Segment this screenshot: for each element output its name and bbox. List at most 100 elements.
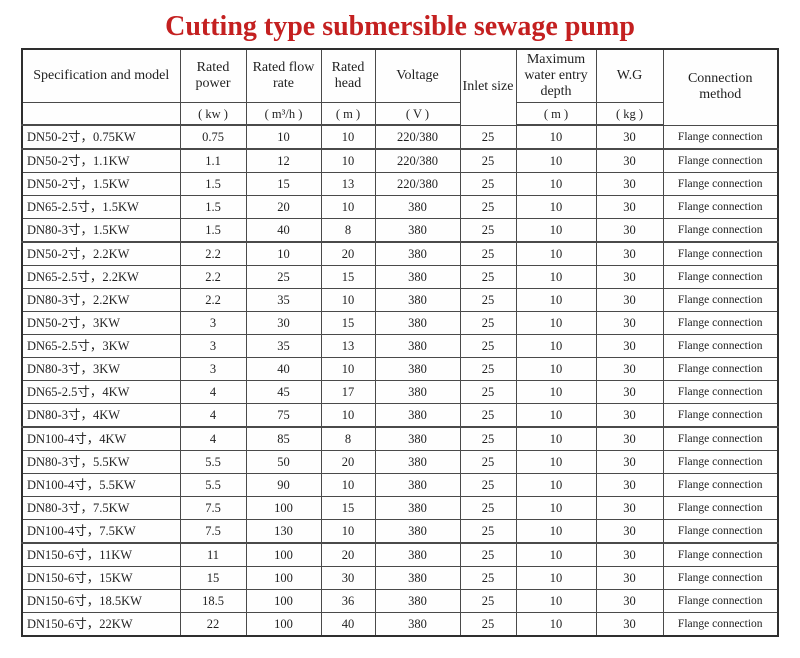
cell-model: DN50-2寸，0.75KW	[21, 124, 181, 150]
cell-voltage: 380	[374, 450, 461, 474]
table-row: DN50-2寸，2.2KW 2.2 10 20 380 25 10 30 Flange conn…	[21, 241, 779, 266]
cell-voltage: 380	[374, 265, 461, 289]
col-header-inlet: Inlet size	[459, 48, 517, 126]
cell-connection: Flange connection	[662, 612, 779, 637]
cell-inlet: 25	[459, 288, 517, 312]
table-row: DN80-3寸，7.5KW 7.5 100 15 380 25 10 30 Flange con…	[21, 496, 779, 520]
col-header-power: Rated power	[179, 48, 247, 103]
cell-depth: 10	[515, 426, 597, 451]
cell-wg: 30	[595, 403, 664, 428]
cell-head: 13	[320, 334, 376, 358]
cell-head: 15	[320, 496, 376, 520]
table-row: DN80-3寸，1.5KW 1.5 40 8 380 25 10 30 Flange conne…	[21, 218, 779, 243]
table-row: DN65-2.5寸，4KW 4 45 17 380 25 10 30 Flange connec…	[21, 380, 779, 404]
cell-connection: Flange connection	[662, 380, 779, 404]
cell-inlet: 25	[459, 473, 517, 497]
cell-connection: Flange connection	[662, 519, 779, 544]
cell-head: 10	[320, 357, 376, 381]
cell-power: 11	[179, 542, 247, 567]
table-row: DN80-3寸，4KW 4 75 10 380 25 10 30 Flange connecti…	[21, 403, 779, 428]
table-row: DN65-2.5寸，3KW 3 35 13 380 25 10 30 Flange connec…	[21, 334, 779, 358]
cell-voltage: 380	[374, 357, 461, 381]
cell-power: 4	[179, 380, 247, 404]
cell-inlet: 25	[459, 496, 517, 520]
cell-head: 8	[320, 218, 376, 243]
unit-power: ( kw )	[179, 102, 247, 126]
cell-voltage: 380	[374, 288, 461, 312]
cell-connection: Flange connection	[662, 172, 779, 196]
cell-wg: 30	[595, 172, 664, 196]
cell-head: 15	[320, 265, 376, 289]
cell-depth: 10	[515, 265, 597, 289]
col-header-depth: Maximum water entry depth	[515, 48, 597, 103]
cell-head: 10	[320, 124, 376, 150]
cell-head: 10	[320, 519, 376, 544]
cell-wg: 30	[595, 566, 664, 590]
cell-connection: Flange connection	[662, 195, 779, 219]
cell-depth: 10	[515, 612, 597, 637]
cell-depth: 10	[515, 496, 597, 520]
cell-flow: 50	[245, 450, 322, 474]
cell-voltage: 380	[374, 566, 461, 590]
cell-wg: 30	[595, 519, 664, 544]
cell-power: 0.75	[179, 124, 247, 150]
cell-flow: 100	[245, 589, 322, 613]
cell-voltage: 220/380	[374, 124, 461, 150]
cell-depth: 10	[515, 172, 597, 196]
cell-connection: Flange connection	[662, 426, 779, 451]
cell-model: DN80-3寸，4KW	[21, 403, 181, 428]
cell-model: DN100-4寸，7.5KW	[21, 519, 181, 544]
cell-flow: 25	[245, 265, 322, 289]
header-row-units: ( kw ) ( m³/h ) ( m ) ( V ) ( m ) ( kg )	[21, 102, 778, 126]
table-row: DN50-2寸，1.1KW 1.1 12 10 220/380 25 10 30 Flange …	[21, 148, 779, 173]
cell-voltage: 380	[374, 218, 461, 243]
cell-power: 1.1	[179, 148, 247, 173]
cell-flow: 35	[245, 334, 322, 358]
cell-wg: 30	[595, 311, 664, 335]
cell-head: 13	[320, 172, 376, 196]
table-row: DN80-3寸，3KW 3 40 10 380 25 10 30 Flange connecti…	[21, 357, 779, 381]
cell-power: 4	[179, 426, 247, 451]
cell-voltage: 380	[374, 496, 461, 520]
cell-voltage: 380	[374, 195, 461, 219]
cell-flow: 40	[245, 218, 322, 243]
cell-connection: Flange connection	[662, 589, 779, 613]
table-row: DN50-2寸，1.5KW 1.5 15 13 220/380 25 10 30 Flange …	[21, 172, 779, 196]
cell-model: DN100-4寸，5.5KW	[21, 473, 181, 497]
cell-power: 7.5	[179, 496, 247, 520]
cell-head: 10	[320, 148, 376, 173]
col-header-head: Rated head	[320, 48, 376, 103]
header-row-labels: Specification and model Rated power Rate…	[21, 48, 779, 126]
cell-wg: 30	[595, 426, 664, 451]
pump-spec-table: Specification and model Rated power Rate…	[21, 48, 779, 637]
cell-depth: 10	[515, 589, 597, 613]
table-row: DN50-2寸，0.75KW 0.75 10 10 220/380 25 10 30 Flang…	[21, 124, 779, 150]
cell-head: 20	[320, 450, 376, 474]
cell-model: DN65-2.5寸，4KW	[21, 380, 181, 404]
col-header-model: Specification and model	[21, 48, 181, 103]
cell-depth: 10	[515, 195, 597, 219]
cell-depth: 10	[515, 542, 597, 567]
cell-inlet: 25	[459, 542, 517, 567]
cell-model: DN50-2寸，1.1KW	[21, 148, 181, 173]
table-row: DN150-6寸，15KW 15 100 30 380 25 10 30 Flange conn…	[21, 566, 779, 590]
cell-depth: 10	[515, 357, 597, 381]
cell-power: 1.5	[179, 195, 247, 219]
cell-inlet: 25	[459, 519, 517, 544]
cell-inlet: 25	[459, 426, 517, 451]
cell-head: 40	[320, 612, 376, 637]
cell-model: DN150-6寸，15KW	[21, 566, 181, 590]
cell-inlet: 25	[459, 612, 517, 637]
cell-wg: 30	[595, 473, 664, 497]
cell-model: DN80-3寸，7.5KW	[21, 496, 181, 520]
cell-model: DN50-2寸，3KW	[21, 311, 181, 335]
cell-power: 2.2	[179, 265, 247, 289]
cell-depth: 10	[515, 403, 597, 428]
cell-wg: 30	[595, 241, 664, 266]
cell-voltage: 380	[374, 612, 461, 637]
cell-inlet: 25	[459, 311, 517, 335]
cell-power: 5.5	[179, 473, 247, 497]
col-header-wg: W.G	[595, 48, 664, 103]
cell-flow: 100	[245, 542, 322, 567]
cell-inlet: 25	[459, 334, 517, 358]
